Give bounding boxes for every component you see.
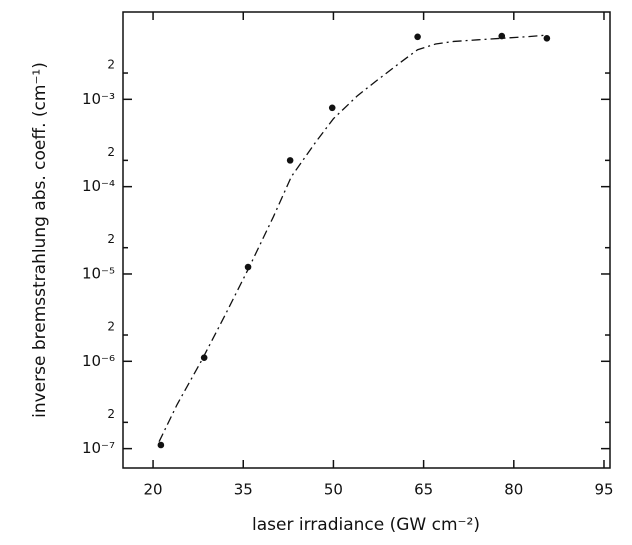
data-point	[286, 157, 294, 164]
fit-line	[158, 34, 544, 442]
x-axis-label: laser irradiance (GW cm⁻²)	[252, 515, 480, 535]
y-tick-label: 10⁻⁷	[82, 439, 115, 457]
x-tick-label: 50	[324, 481, 343, 499]
plot-frame	[122, 11, 611, 469]
y-tick-label: 10⁻⁴	[82, 177, 115, 195]
y-tick-label: 2	[107, 232, 115, 246]
y-tick-label: 10⁻³	[82, 90, 115, 108]
y-tick-label: 2	[107, 145, 115, 159]
data-point	[543, 34, 551, 42]
y-tick-label: 2	[107, 320, 115, 334]
y-tick-label: 2	[107, 58, 115, 72]
y-tick-label: 10⁻⁵	[82, 264, 115, 282]
y-axis-label: inverse bremsstrahlung abs. coeff. (cm⁻¹…	[30, 62, 50, 418]
y-tick-label: 10⁻⁶	[82, 352, 115, 370]
data-point	[414, 33, 421, 41]
x-tick-label: 20	[144, 481, 163, 499]
data-point	[157, 441, 165, 449]
y-tick-label: 2	[107, 407, 115, 421]
x-tick-label: 65	[414, 481, 433, 499]
x-tick-label: 35	[234, 481, 253, 499]
x-tick-label: 95	[594, 481, 613, 499]
x-tick-label: 80	[504, 481, 523, 499]
data-point	[200, 354, 208, 361]
data-point	[328, 104, 336, 112]
data-point	[498, 32, 506, 40]
